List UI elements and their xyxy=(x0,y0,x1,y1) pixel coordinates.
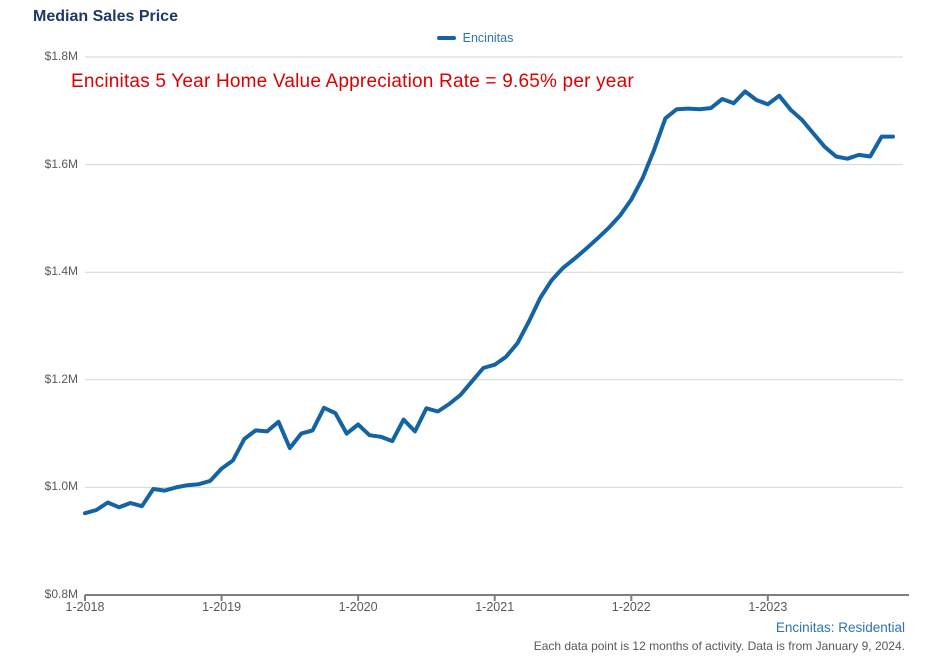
page-title: Median Sales Price xyxy=(33,8,178,25)
legend-series-label: Encinitas xyxy=(462,31,514,45)
median-price-line xyxy=(83,89,895,516)
x-axis-label: 1-2018 xyxy=(65,600,105,614)
series-residential-link[interactable]: Encinitas: Residential xyxy=(775,620,905,635)
chart-legend: Encinitas xyxy=(0,31,950,45)
y-axis-label: $1.6M xyxy=(44,156,78,171)
y-axis-label: $0.8M xyxy=(44,587,78,601)
appreciation-rate-annotation: Encinitas 5 Year Home Value Appreciation… xyxy=(71,71,634,92)
x-axis-label: 1-2021 xyxy=(475,600,515,614)
x-axis-label: 1-2022 xyxy=(611,600,651,614)
x-axis-label: 1-2020 xyxy=(338,600,378,614)
y-axis-label: $1.4M xyxy=(44,264,78,279)
y-axis-label: $1.8M xyxy=(44,49,78,63)
x-axis-label: 1-2023 xyxy=(748,600,788,614)
legend-line-icon xyxy=(436,36,456,40)
y-axis-label: $1.2M xyxy=(44,371,78,386)
data-source-note: Each data point is 12 months of activity… xyxy=(533,639,905,653)
y-axis-label: $1.0M xyxy=(44,479,78,494)
x-axis-label: 1-2019 xyxy=(202,600,242,614)
